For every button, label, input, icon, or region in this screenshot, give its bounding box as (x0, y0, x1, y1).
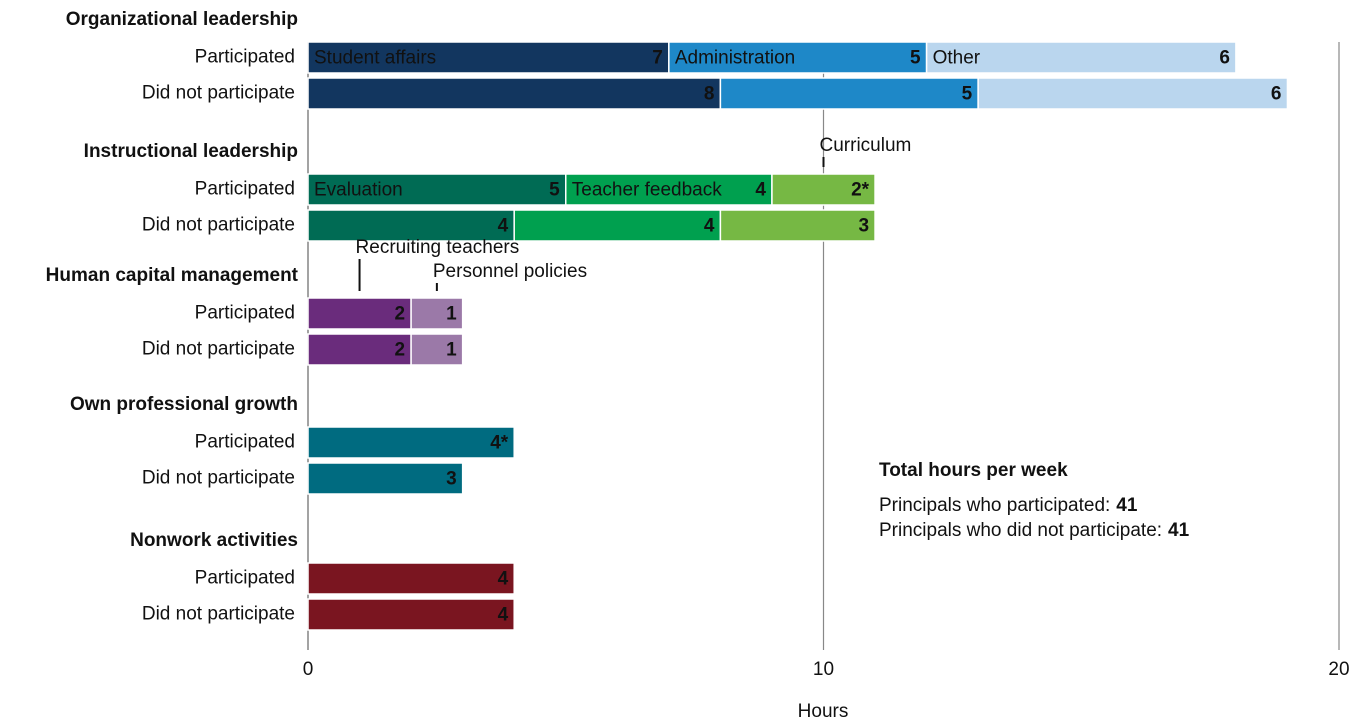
value-label: 1 (446, 340, 457, 361)
row-label: Participated (195, 303, 295, 324)
value-label: 5 (910, 48, 921, 69)
value-label: 3 (858, 216, 869, 237)
annotation-value: 41 (1168, 520, 1190, 541)
series-label: Personnel policies (433, 261, 587, 282)
series-label: Administration (675, 48, 795, 69)
value-label: 3 (446, 469, 457, 490)
bar-segment (307, 173, 567, 206)
group-title: Organizational leadership (66, 9, 298, 30)
x-tick-label: 20 (1328, 659, 1349, 680)
bar-segment (513, 209, 722, 242)
value-label: 6 (1219, 48, 1230, 69)
row-label: Participated (195, 568, 295, 589)
bar-segment (307, 333, 412, 366)
value-label: 1 (446, 304, 457, 325)
value-label: 5 (549, 180, 560, 201)
annotation-title: Total hours per week (879, 460, 1068, 481)
bar-segment (771, 173, 876, 206)
bar-segment (307, 562, 515, 595)
value-label: 4 (755, 180, 766, 201)
bar-segment (977, 77, 1289, 110)
bar-segment (565, 173, 773, 206)
group-title: Own professional growth (70, 394, 298, 415)
group-title: Nonwork activities (130, 530, 298, 551)
row-label: Did not participate (142, 468, 295, 489)
series-label: Student affairs (314, 48, 436, 69)
row-label: Did not participate (142, 339, 295, 360)
value-label: 5 (962, 84, 973, 105)
row-label: Participated (195, 47, 295, 68)
row-label: Participated (195, 432, 295, 453)
value-label: 4 (498, 605, 509, 626)
row-label: Did not participate (142, 604, 295, 625)
value-label: 8 (704, 84, 715, 105)
x-tick-label: 10 (813, 659, 834, 680)
series-label: Curriculum (820, 135, 912, 156)
bar-segment (307, 297, 412, 330)
value-label: 6 (1271, 84, 1282, 105)
group-title: Instructional leadership (84, 141, 298, 162)
row-label: Did not participate (142, 83, 295, 104)
bar-segment (410, 333, 464, 366)
value-label: 2 (395, 340, 406, 361)
value-label: 4 (498, 569, 509, 590)
value-label: 4 (704, 216, 715, 237)
group-title: Human capital management (46, 265, 299, 286)
series-label: Evaluation (314, 180, 403, 201)
bar-segment (410, 297, 464, 330)
x-axis-label: Hours (798, 701, 849, 721)
value-label: 4* (490, 433, 509, 454)
bars (307, 41, 1289, 631)
bar-segment (307, 77, 722, 110)
bar-segment (719, 209, 876, 242)
annotation-label: Principals who participated: (879, 495, 1110, 516)
annotation-label: Principals who did not participate: (879, 520, 1162, 541)
bar-segment (307, 462, 464, 495)
x-tick-label: 0 (303, 659, 314, 680)
bar-segment (925, 41, 1237, 74)
row-label: Did not participate (142, 215, 295, 236)
series-label: Recruiting teachers (356, 237, 520, 258)
bar-segment (307, 426, 515, 459)
bar-segment (668, 41, 928, 74)
series-label: Teacher feedback (572, 180, 722, 201)
value-label: 7 (652, 48, 663, 69)
annotation-value: 41 (1116, 495, 1138, 516)
bar-segment (307, 41, 670, 74)
bar-segment (307, 598, 515, 631)
bar-segment (719, 77, 979, 110)
value-label: 4 (498, 216, 509, 237)
value-label: 2 (395, 304, 406, 325)
value-label: 2* (851, 180, 870, 201)
row-label: Participated (195, 179, 295, 200)
series-label: Other (933, 48, 981, 69)
